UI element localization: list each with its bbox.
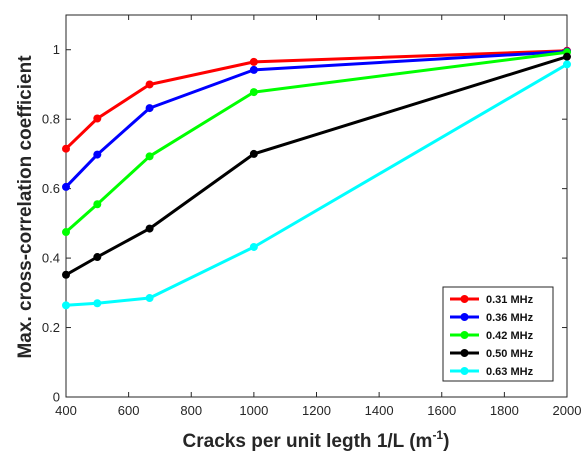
legend-swatch-marker	[460, 313, 469, 321]
y-tick-label: 0.2	[42, 320, 60, 335]
legend-swatch-marker	[460, 349, 469, 357]
data-point	[62, 144, 70, 153]
legend: 0.31 MHz 0.36 MHz 0.42 MHz 0.50 MHz 0.63 MHz	[442, 286, 554, 382]
data-point	[145, 104, 154, 113]
y-tick-label: 0.6	[42, 181, 60, 196]
y-tick-label: 1	[53, 42, 60, 57]
data-point	[563, 52, 571, 61]
x-axis-title: Cracks per unit legth 1/L (m-1)	[183, 428, 450, 452]
data-point	[249, 57, 258, 66]
x-tick-label: 1200	[302, 403, 331, 418]
data-point	[249, 88, 258, 97]
data-point	[93, 299, 102, 308]
x-tick-label: 1800	[490, 403, 519, 418]
legend-item: 0.31 MHz	[450, 294, 534, 306]
x-tick-label: 2000	[553, 403, 582, 418]
data-point	[93, 114, 102, 123]
legend-item: 0.63 MHz	[450, 366, 534, 378]
legend-label: 0.42 MHz	[486, 330, 534, 342]
y-axis: 0 0.2 0.4 0.6 0.8 1	[42, 42, 567, 405]
legend-label: 0.63 MHz	[486, 366, 534, 378]
x-tick-label: 1000	[239, 403, 268, 418]
data-point	[145, 152, 154, 161]
series	[62, 60, 571, 310]
y-axis-title: Max. cross-correlation coefficient	[15, 55, 36, 359]
legend-item: 0.42 MHz	[450, 330, 534, 342]
data-point	[93, 253, 102, 262]
x-tick-label: 400	[55, 403, 77, 418]
y-tick-label: 0.8	[42, 112, 60, 127]
series-layer	[62, 46, 571, 310]
x-tick-label: 800	[180, 403, 202, 418]
data-point	[145, 80, 154, 89]
legend-item: 0.36 MHz	[450, 312, 534, 324]
x-tick-label: 1400	[365, 403, 394, 418]
legend-swatch-marker	[460, 367, 469, 375]
data-point	[145, 294, 154, 303]
data-point	[93, 150, 102, 159]
data-point	[249, 149, 258, 158]
legend-label: 0.36 MHz	[486, 312, 534, 324]
y-tick-label: 0.4	[42, 251, 60, 266]
legend-item: 0.50 MHz	[450, 348, 534, 360]
data-point	[93, 200, 102, 209]
data-point	[62, 301, 70, 310]
x-tick-label: 600	[118, 403, 140, 418]
series	[62, 52, 571, 279]
legend-label: 0.31 MHz	[486, 294, 534, 306]
data-point	[563, 60, 571, 69]
data-point	[62, 228, 70, 237]
data-point	[62, 182, 70, 191]
legend-swatch-marker	[460, 295, 469, 303]
y-tick-label: 0	[53, 390, 60, 405]
data-point	[249, 65, 258, 74]
x-tick-label: 1600	[427, 403, 456, 418]
legend-swatch-marker	[460, 331, 469, 339]
x-axis: 400 600 800 1000 1200 1400 1600 1800 2000	[55, 15, 581, 418]
data-point	[145, 224, 154, 233]
legend-label: 0.50 MHz	[486, 348, 534, 360]
data-point	[249, 242, 258, 251]
data-point	[62, 270, 70, 279]
